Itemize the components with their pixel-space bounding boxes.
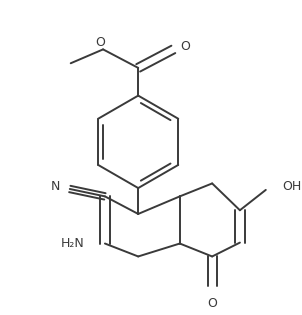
Text: O: O xyxy=(95,37,105,49)
Text: O: O xyxy=(181,40,191,53)
Text: OH: OH xyxy=(282,180,302,193)
Text: O: O xyxy=(207,297,217,310)
Text: N: N xyxy=(51,180,61,193)
Text: H₂N: H₂N xyxy=(61,237,85,250)
